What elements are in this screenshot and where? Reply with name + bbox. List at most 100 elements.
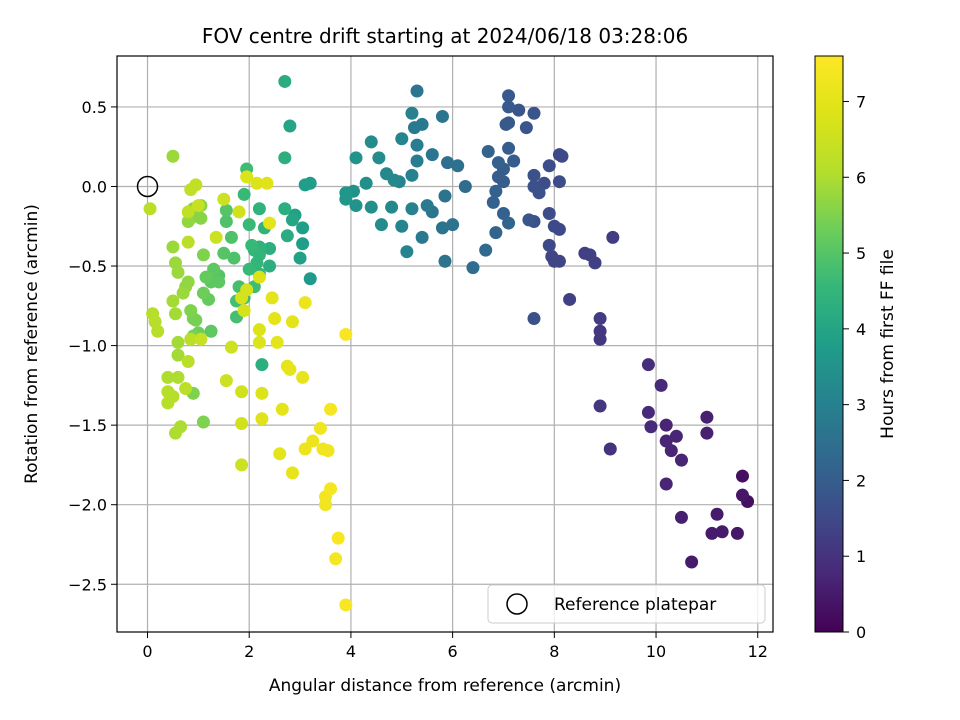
scatter-point: [380, 167, 394, 181]
scatter-point: [199, 270, 213, 284]
scatter-point: [285, 315, 299, 329]
scatter-point: [552, 148, 566, 162]
scatter-point: [372, 151, 386, 165]
scatter-point: [209, 230, 223, 244]
scatter-point: [255, 358, 269, 372]
scatter-point: [217, 192, 231, 206]
scatter-point: [641, 405, 655, 419]
data-points: [143, 74, 755, 612]
scatter-point: [519, 121, 533, 135]
scatter-point: [227, 251, 241, 265]
scatter-point: [674, 510, 688, 524]
scatter-point: [217, 246, 231, 260]
y-axis-label: Rotation from reference (arcmin): [22, 204, 42, 484]
scatter-point: [374, 218, 388, 232]
scatter-point: [321, 444, 335, 458]
scatter-point: [489, 184, 503, 198]
scatter-point: [194, 211, 208, 225]
scatter-point: [527, 106, 541, 120]
scatter-point: [179, 382, 193, 396]
scatter-point: [303, 272, 317, 286]
scatter-point: [481, 144, 495, 158]
scatter-point: [171, 335, 185, 349]
scatter-point: [278, 202, 292, 216]
scatter-point: [237, 304, 251, 318]
scatter-point: [278, 151, 292, 165]
scatter-point: [410, 154, 424, 168]
scatter-point: [181, 355, 195, 369]
scatter-point: [603, 442, 617, 456]
scatter-point: [263, 242, 277, 256]
scatter-point: [466, 261, 480, 275]
scatter-point: [263, 259, 277, 273]
scatter-point: [730, 526, 744, 540]
scatter-point: [659, 418, 673, 432]
scatter-point: [189, 178, 203, 192]
scatter-point: [499, 117, 513, 131]
x-tick-label: 4: [346, 642, 356, 661]
scatter-point: [166, 294, 180, 308]
x-tick-label: 0: [142, 642, 152, 661]
scatter-point: [306, 434, 320, 448]
scatter-point: [252, 323, 266, 337]
colorbar-tick-label: 7: [856, 92, 866, 111]
scatter-point: [700, 426, 714, 440]
scatter-point: [219, 214, 233, 228]
grid-lines: [117, 56, 773, 632]
scatter-point: [196, 415, 210, 429]
scatter-point: [563, 292, 577, 306]
scatter-point: [174, 420, 188, 434]
scatter-point: [593, 399, 607, 413]
scatter-point: [364, 135, 378, 149]
scatter-point: [659, 434, 673, 448]
scatter-point: [263, 216, 277, 230]
scatter-point: [593, 312, 607, 326]
scatter-point: [385, 200, 399, 214]
colorbar: 0 1 2 3 4 5 6 7 Hours from first FF file: [814, 55, 898, 642]
scatter-point: [283, 119, 297, 133]
scatter-point: [298, 296, 312, 310]
y-tick-label: 0.0: [82, 177, 107, 196]
scatter-point: [181, 235, 195, 249]
scatter-point: [250, 176, 264, 190]
scatter-point: [184, 304, 198, 318]
scatter-point: [240, 170, 254, 184]
y-tick-label: −2.0: [68, 496, 107, 515]
x-axis-ticks: 0 2 4 6 8 10 12: [142, 632, 768, 661]
scatter-point: [196, 248, 210, 262]
scatter-point: [219, 203, 233, 217]
x-tick-label: 12: [748, 642, 768, 661]
scatter-point: [446, 218, 460, 232]
scatter-point: [451, 159, 465, 173]
scatter-point: [298, 178, 312, 192]
scatter-point: [364, 200, 378, 214]
scatter-point: [176, 286, 190, 300]
scatter-point: [512, 103, 526, 117]
scatter-point: [527, 179, 541, 193]
legend-box: [487, 584, 766, 624]
scatter-point: [275, 402, 289, 416]
scatter-point: [224, 230, 238, 244]
scatter-point: [486, 195, 500, 209]
chart-title: FOV centre drift starting at 2024/06/18 …: [202, 24, 688, 48]
scatter-point: [502, 216, 516, 230]
x-axis-label: Angular distance from reference (arcmin): [269, 676, 621, 696]
scatter-point: [235, 458, 249, 472]
scatter-point: [438, 254, 452, 268]
scatter-point: [644, 420, 658, 434]
scatter-point: [537, 176, 551, 190]
colorbar-tick-label: 2: [856, 471, 866, 490]
scatter-point: [329, 552, 343, 566]
colorbar-tick-label: 6: [856, 168, 866, 187]
scatter-point: [296, 370, 310, 384]
scatter-point: [313, 421, 327, 435]
scatter-point: [479, 243, 493, 257]
plot-frame: [116, 55, 774, 633]
scatter-point: [237, 187, 251, 201]
scatter-point: [296, 221, 310, 235]
scatter-point: [405, 168, 419, 182]
scatter-point: [240, 283, 254, 297]
scatter-point: [252, 270, 266, 284]
scatter-point: [435, 221, 449, 235]
